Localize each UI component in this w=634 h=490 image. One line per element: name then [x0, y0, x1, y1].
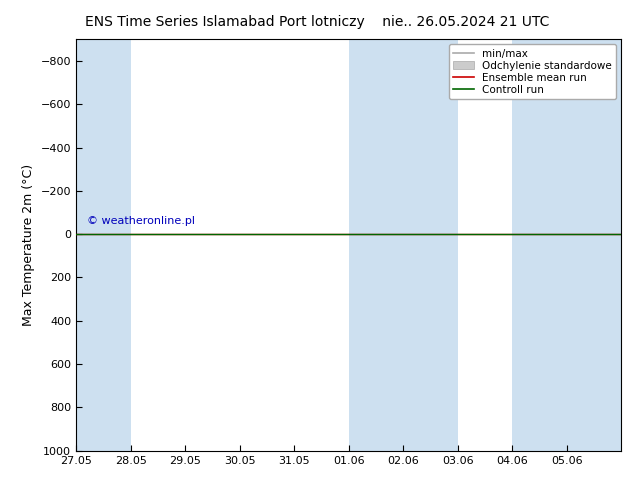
Text: ENS Time Series Islamabad Port lotniczy    nie.. 26.05.2024 21 UTC: ENS Time Series Islamabad Port lotniczy …	[85, 15, 549, 29]
Bar	[349, 39, 458, 451]
Y-axis label: Max Temperature 2m (°C): Max Temperature 2m (°C)	[22, 164, 35, 326]
Text: © weatheronline.pl: © weatheronline.pl	[87, 216, 195, 226]
Bar	[76, 39, 131, 451]
Bar	[512, 39, 621, 451]
Legend: min/max, Odchylenie standardowe, Ensemble mean run, Controll run: min/max, Odchylenie standardowe, Ensembl…	[449, 45, 616, 99]
